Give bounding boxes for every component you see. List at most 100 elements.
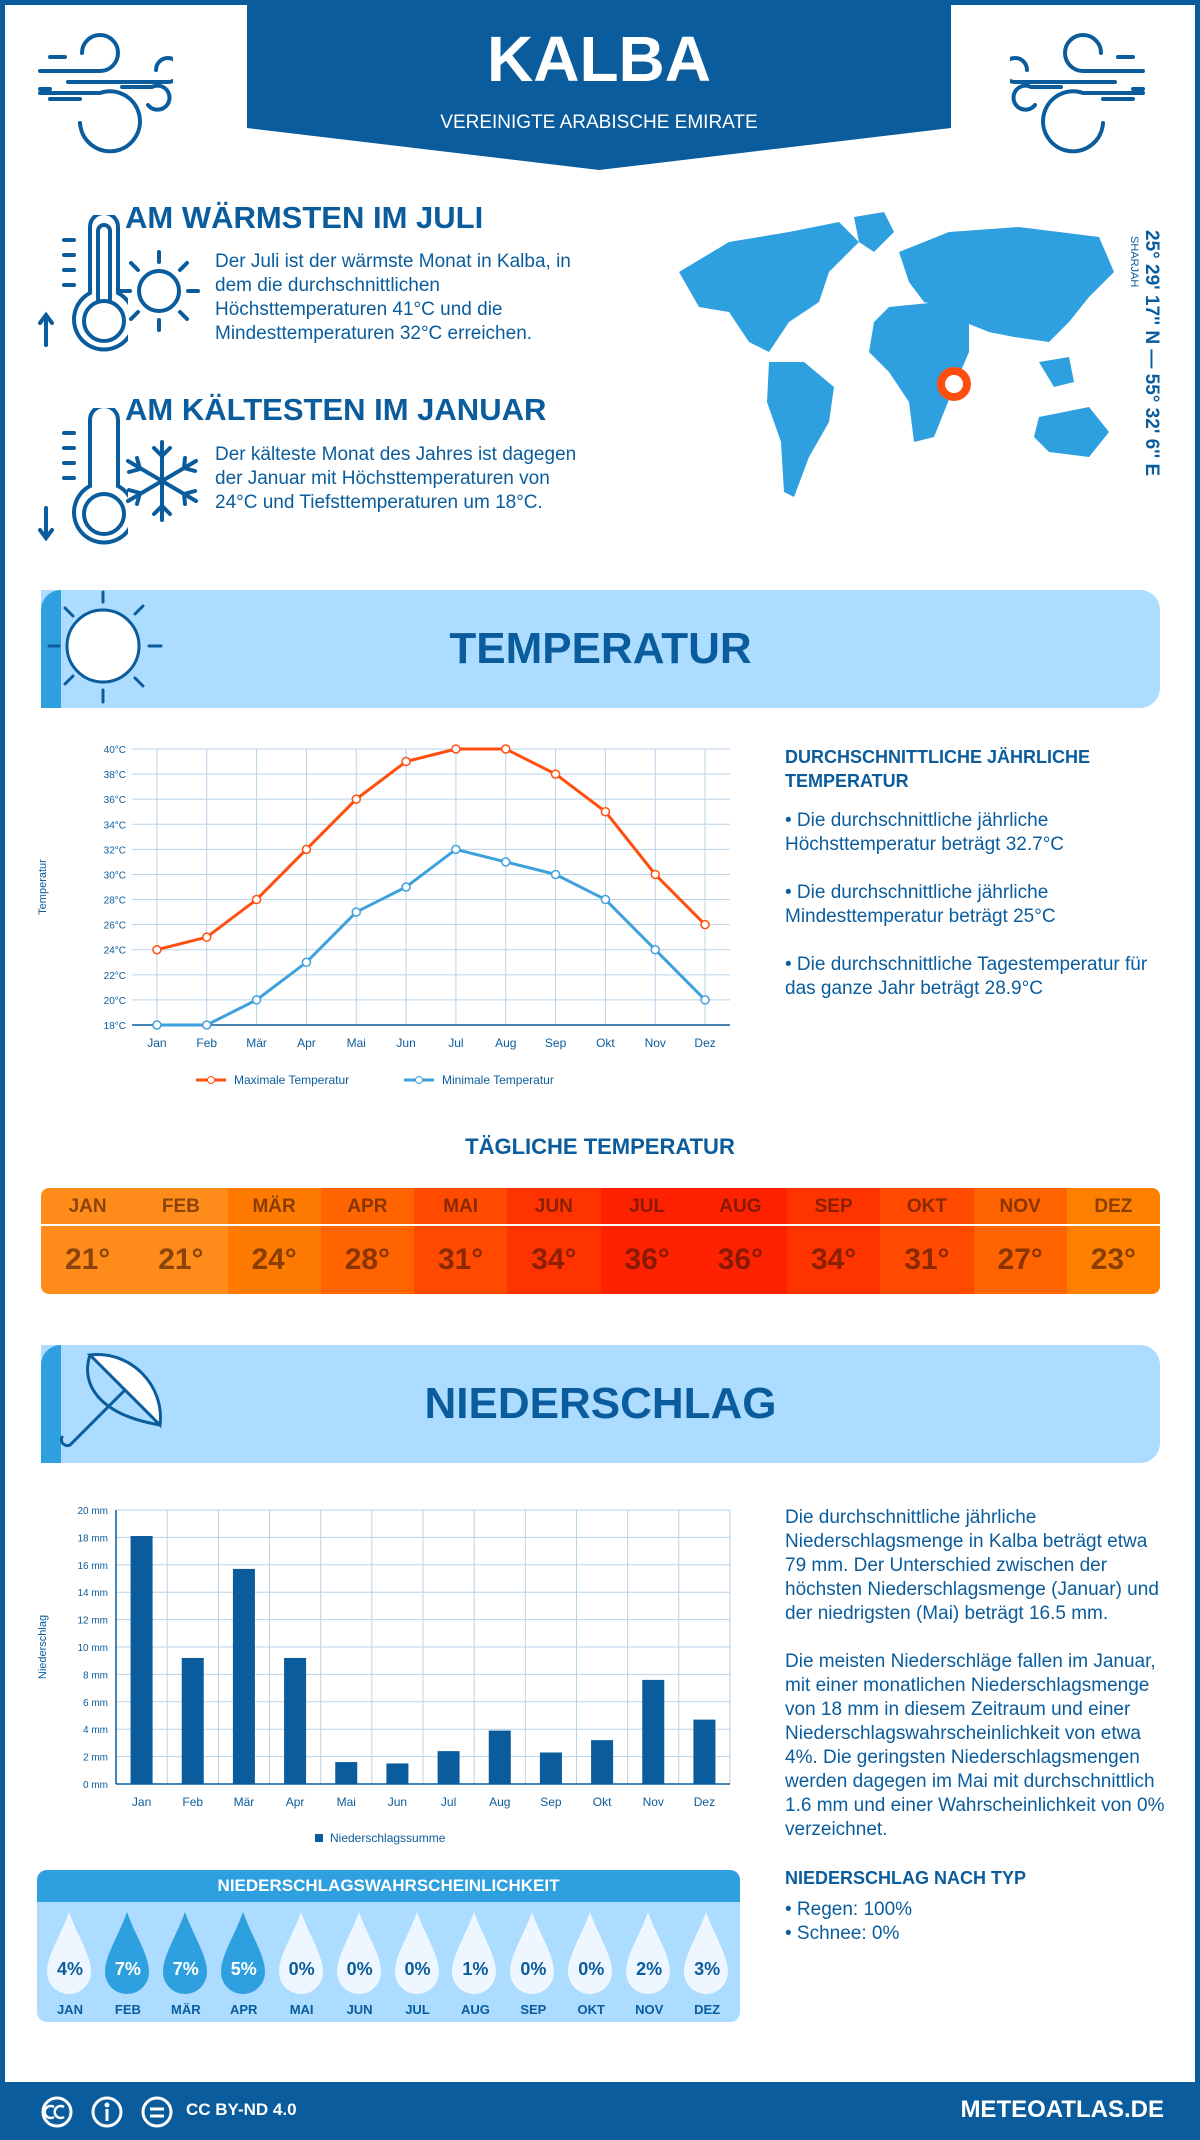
data-point: [650, 944, 660, 955]
data-point: [351, 907, 361, 917]
x-tick-label: Jun: [388, 1795, 407, 1809]
precipitation-bar: [284, 1657, 307, 1784]
country-subtitle: VEREINIGTE ARABISCHE EMIRATE: [440, 112, 758, 133]
x-tick-label: Dez: [694, 1795, 715, 1809]
y-tick-label: 18°C: [104, 1021, 126, 1032]
location-marker: [937, 367, 971, 401]
y-tick-label: 38°C: [104, 770, 126, 781]
precipitation-bar: [539, 1752, 562, 1784]
data-point: [401, 882, 411, 892]
probability-value: 7%: [114, 1959, 141, 1979]
precipitation-bar: [335, 1762, 358, 1784]
raindrop-icon: [47, 1912, 91, 1994]
umbrella-icon: [59, 1353, 162, 1448]
month-label: DEZ: [694, 2002, 721, 2017]
daily-temperature-title: TÄGLICHE TEMPERATUR: [465, 1134, 735, 1159]
month-label: DEZ: [1066, 1188, 1160, 1226]
temperature-chart: 18°C 20°C 22°C 24°C 26°C 28°C 30°C 32°C 34°C 36°C…: [37, 744, 730, 1087]
probability-drop: 7% FEB: [99, 1902, 157, 2022]
temp-value: 31°: [904, 1243, 950, 1276]
probability-value: 2%: [636, 1959, 663, 1979]
temp-value: 23°: [1090, 1243, 1137, 1276]
precipitation-text: Die durchschnittliche jährliche Niedersc…: [785, 1507, 1159, 1624]
site-link[interactable]: METEOATLAS.DE: [960, 2096, 1164, 2123]
x-tick-label: Apr: [286, 1795, 305, 1809]
precipitation-chart: 0 mm 2 mm 4 mm 6 mm 8 mm 10 mm 12 mm 14 mm 16 mm…: [37, 1506, 731, 1845]
month-label: OKT: [577, 2002, 605, 2017]
probability-value: 1%: [462, 1959, 489, 1979]
raindrop-icon: [336, 1912, 381, 1994]
x-tick-label: Okt: [596, 1036, 615, 1050]
y-tick-label: 10 mm: [77, 1643, 108, 1654]
temperature-point: • Die durchschnittliche jährliche Mindes…: [785, 882, 1056, 927]
raindrop-icon: [568, 1912, 613, 1994]
header-banner: [247, 0, 951, 170]
data-point: [251, 995, 262, 1005]
data-point: [152, 1020, 162, 1030]
y-tick-label: 8 mm: [83, 1670, 108, 1681]
x-tick-label: Nov: [643, 1795, 664, 1809]
y-tick-label: 26°C: [104, 921, 126, 932]
raindrop-icon: [510, 1912, 555, 1994]
temp-value: 24°: [251, 1243, 297, 1276]
snowflake-icon: [126, 440, 198, 522]
month-label: SEP: [787, 1188, 881, 1226]
month-label: MAI: [414, 1188, 508, 1226]
month-label: APR: [230, 2002, 258, 2017]
data-point: [501, 744, 511, 754]
raindrop-icon: [220, 1912, 265, 1994]
y-tick-label: 34°C: [104, 820, 126, 831]
probability-value: 4%: [56, 1959, 83, 1979]
legend-label: Niederschlagssumme: [330, 1831, 446, 1845]
data-point: [202, 932, 212, 942]
probability-drop: 5% APR: [215, 1902, 273, 2022]
y-tick-label: 6 mm: [83, 1698, 108, 1709]
data-point: [202, 1020, 212, 1030]
temp-value: 21°: [64, 1243, 111, 1276]
world-map: [679, 212, 1114, 497]
coldest-text: Der kälteste Monat des Jahres ist dagege…: [215, 444, 577, 513]
wind-icon: [1010, 33, 1145, 154]
probability-value: 0%: [578, 1959, 605, 1979]
probability-drop: 0% SEP: [504, 1902, 562, 2022]
probability-drop: 0% MAI: [273, 1902, 331, 2022]
coldest-heading: AM KÄLTESTEN IM JANUAR: [125, 392, 547, 427]
x-tick-label: Feb: [182, 1795, 203, 1809]
precipitation-section-header: NIEDERSCHLAG: [41, 1345, 1160, 1463]
temp-value: 34°: [531, 1243, 577, 1276]
daily-temp-cell: JAN 21°: [41, 1188, 135, 1294]
wind-icon: [38, 33, 173, 154]
daily-temp-cell: JUN 34°: [507, 1188, 601, 1294]
warmest-heading: AM WÄRMSTEN IM JULI: [125, 200, 484, 235]
y-tick-label: 40°C: [104, 745, 126, 756]
x-tick-label: Okt: [593, 1795, 612, 1809]
data-point: [700, 995, 710, 1005]
x-tick-label: Sep: [540, 1795, 562, 1809]
month-label: APR: [320, 1188, 414, 1226]
probability-value: 0%: [404, 1959, 431, 1979]
daily-temp-cell: MÄR 24°: [227, 1188, 321, 1294]
series-line-max: [156, 747, 707, 952]
probability-drop: 4% JAN: [41, 1902, 99, 2022]
month-label: NOV: [635, 2002, 664, 2017]
precipitation-probability: NIEDERSCHLAGSWAHRSCHEINLICHKEIT 4% JAN 7% F…: [37, 1870, 740, 2022]
precipitation-bar: [437, 1751, 460, 1784]
temp-value: 36°: [717, 1243, 764, 1276]
probability-value: 0%: [346, 1959, 373, 1979]
cc-license-icons: [41, 2096, 173, 2128]
data-point: [600, 806, 611, 817]
daily-temp-cell: FEB 21°: [134, 1188, 228, 1294]
precipitation-bar: [386, 1763, 409, 1784]
temperature-summary: DURCHSCHNITTLICHE JÄHRLICHE TEMPERATUR •…: [785, 745, 1165, 1001]
x-tick-label: Jul: [448, 1036, 463, 1050]
x-tick-label: Dez: [694, 1036, 715, 1050]
probability-value: 5%: [230, 1959, 257, 1979]
month-label: MAI: [289, 2002, 314, 2017]
x-tick-label: Apr: [297, 1036, 316, 1050]
month-label: JUL: [600, 1188, 694, 1226]
license-label: CC BY-ND 4.0: [186, 2100, 297, 2119]
x-tick-label: Mai: [337, 1795, 356, 1809]
precipitation-summary: Die durchschnittliche jährliche Niedersc…: [785, 1506, 1165, 1946]
legend-marker: [415, 1076, 423, 1084]
precipitation-bar: [181, 1657, 204, 1784]
